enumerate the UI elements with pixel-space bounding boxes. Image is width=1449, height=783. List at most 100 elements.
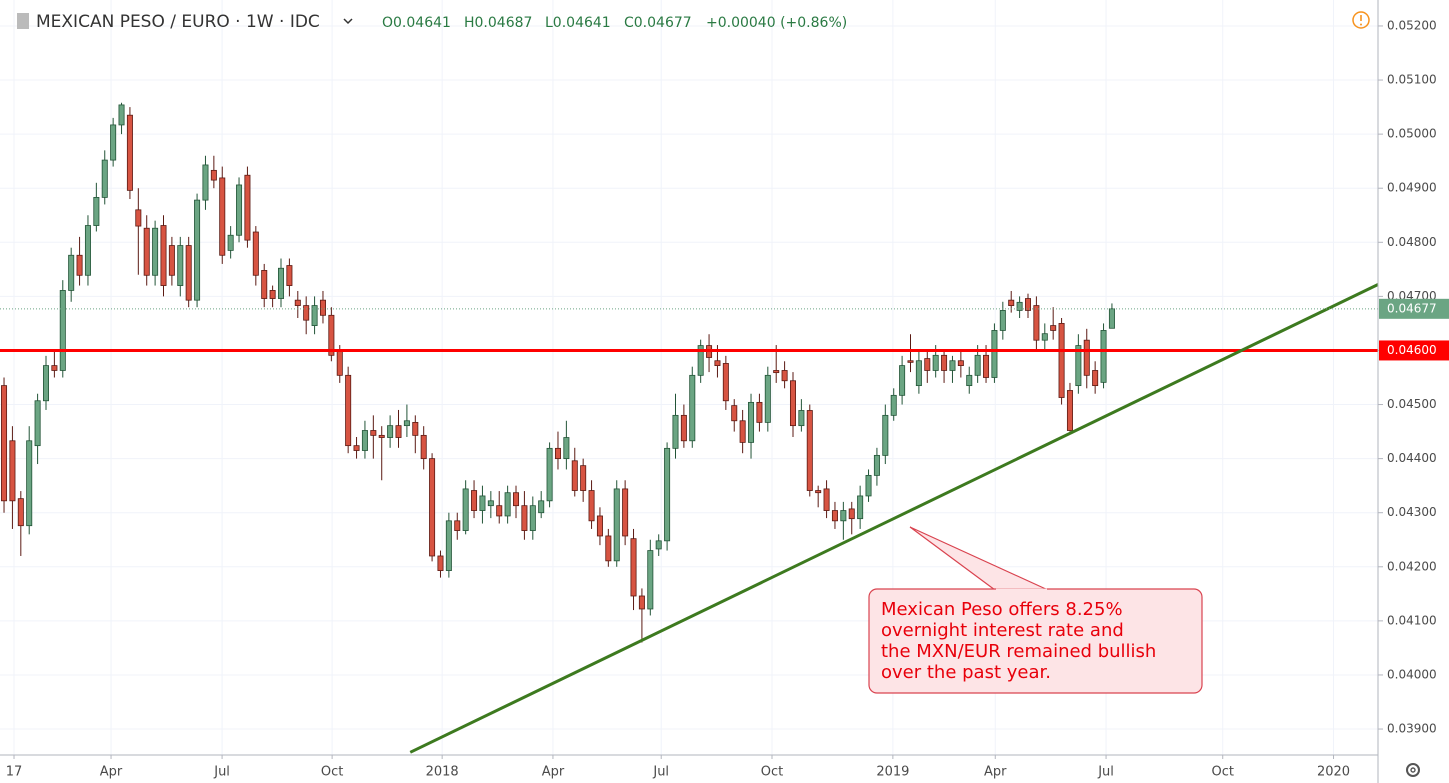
candle-body — [311, 305, 318, 326]
y-tick-label: 0.04100 — [1387, 613, 1437, 627]
candle-body — [1108, 308, 1115, 329]
candle-body — [630, 538, 637, 597]
candle-body — [345, 374, 352, 447]
candle-body — [471, 490, 478, 511]
candle-body — [748, 401, 755, 443]
candle-body — [613, 488, 620, 562]
y-tick-label: 0.04400 — [1387, 451, 1437, 465]
candle-body — [731, 405, 738, 422]
candle-body — [781, 370, 788, 382]
candle-body — [496, 505, 503, 517]
axes: 0.03900 0.04000 0.04100 0.04200 0.04300 0.044… — [6, 18, 1449, 780]
candle-body — [924, 358, 931, 371]
candle-body — [185, 245, 192, 301]
candle-body — [932, 354, 939, 371]
candle-body — [26, 440, 33, 527]
candle-body — [588, 490, 595, 522]
candle-body — [194, 199, 201, 301]
candle-body — [1041, 333, 1048, 341]
legend-change: +0.00040 (+0.86%) — [706, 15, 847, 31]
candle-body — [773, 370, 780, 374]
candle-body — [445, 520, 452, 571]
candle-body — [680, 414, 687, 442]
header: MEXICAN PESO / EURO · 1W · IDC O0.04641 … — [17, 11, 1370, 32]
legend-close: C0.04677 — [624, 15, 692, 31]
candle-body — [689, 374, 696, 442]
candle-body — [353, 445, 360, 451]
legend-open: O0.04641 — [382, 15, 451, 31]
x-tick-label: 2018 — [426, 765, 459, 780]
y-tick-label: 0.05000 — [1387, 127, 1437, 141]
candle-body — [966, 374, 973, 387]
candle-body — [1050, 325, 1057, 331]
candle-body — [983, 354, 990, 378]
candle-body — [370, 430, 377, 436]
settings-icon[interactable] — [1406, 763, 1420, 777]
chart-title[interactable]: MEXICAN PESO / EURO · 1W · IDC — [36, 12, 320, 32]
candle-body — [739, 420, 746, 443]
y-tick-label: 0.05200 — [1387, 18, 1437, 32]
candle-body — [655, 540, 662, 550]
candle-body — [941, 354, 948, 371]
candle-body — [890, 394, 897, 416]
candle-body — [244, 174, 251, 241]
candle-body — [336, 350, 343, 376]
candle-body — [278, 267, 285, 299]
candle-body — [697, 345, 704, 376]
candle-body — [596, 515, 603, 537]
alert-icon-dot — [1360, 23, 1362, 26]
candle-body — [59, 290, 66, 371]
symbol-icon — [17, 13, 29, 29]
candle-body — [143, 227, 150, 276]
candle-body — [949, 360, 956, 371]
candle-body — [328, 314, 335, 356]
candle-body — [504, 492, 511, 517]
candle-body — [915, 360, 922, 387]
candle-body — [848, 508, 855, 520]
legend-high: H0.04687 — [464, 15, 532, 31]
candle-body — [580, 465, 587, 491]
candle-body — [202, 164, 209, 201]
candle-body — [798, 410, 805, 427]
candle-body — [605, 535, 612, 562]
candle-body — [68, 254, 75, 291]
candle-body — [538, 500, 545, 514]
candle-body — [865, 474, 872, 497]
candle-body — [899, 365, 906, 396]
last-price-label: 0.04677 — [1387, 301, 1437, 315]
legend-low: L0.04641 — [545, 15, 611, 31]
y-tick-label: 0.03900 — [1387, 722, 1437, 736]
candle-body — [840, 510, 847, 522]
candle-body — [17, 498, 24, 527]
candle-body — [286, 265, 293, 286]
candle-body — [454, 520, 461, 531]
candle-body — [815, 490, 822, 494]
alert-icon[interactable] — [1352, 11, 1370, 29]
annotation-text: over the past year. — [881, 662, 1051, 683]
candle-body — [303, 305, 310, 321]
y-tick-label: 0.04900 — [1387, 181, 1437, 195]
candle-body — [1083, 339, 1090, 376]
gear-ring — [1406, 763, 1420, 777]
candle-body — [1100, 330, 1107, 383]
candle-body — [1008, 299, 1015, 306]
candle-body — [479, 495, 486, 511]
candle-body — [361, 430, 368, 451]
candle-body — [714, 360, 721, 367]
annotation-text: overnight interest rate and — [881, 620, 1124, 641]
y-tick-label: 0.04800 — [1387, 235, 1437, 249]
candle-body — [101, 159, 108, 198]
candle-body — [9, 440, 16, 502]
candle-body — [563, 437, 570, 460]
candle-body — [378, 434, 385, 438]
y-tick-label: 0.05100 — [1387, 73, 1437, 87]
candle-body — [1075, 345, 1082, 387]
candle-body — [974, 354, 981, 376]
candle-body — [638, 595, 645, 610]
candle-body — [395, 425, 402, 438]
level-price-box — [1379, 340, 1449, 361]
x-tick-label: Oct — [1211, 765, 1233, 780]
title-dropdown[interactable] — [343, 18, 353, 25]
candle-body — [857, 495, 864, 520]
